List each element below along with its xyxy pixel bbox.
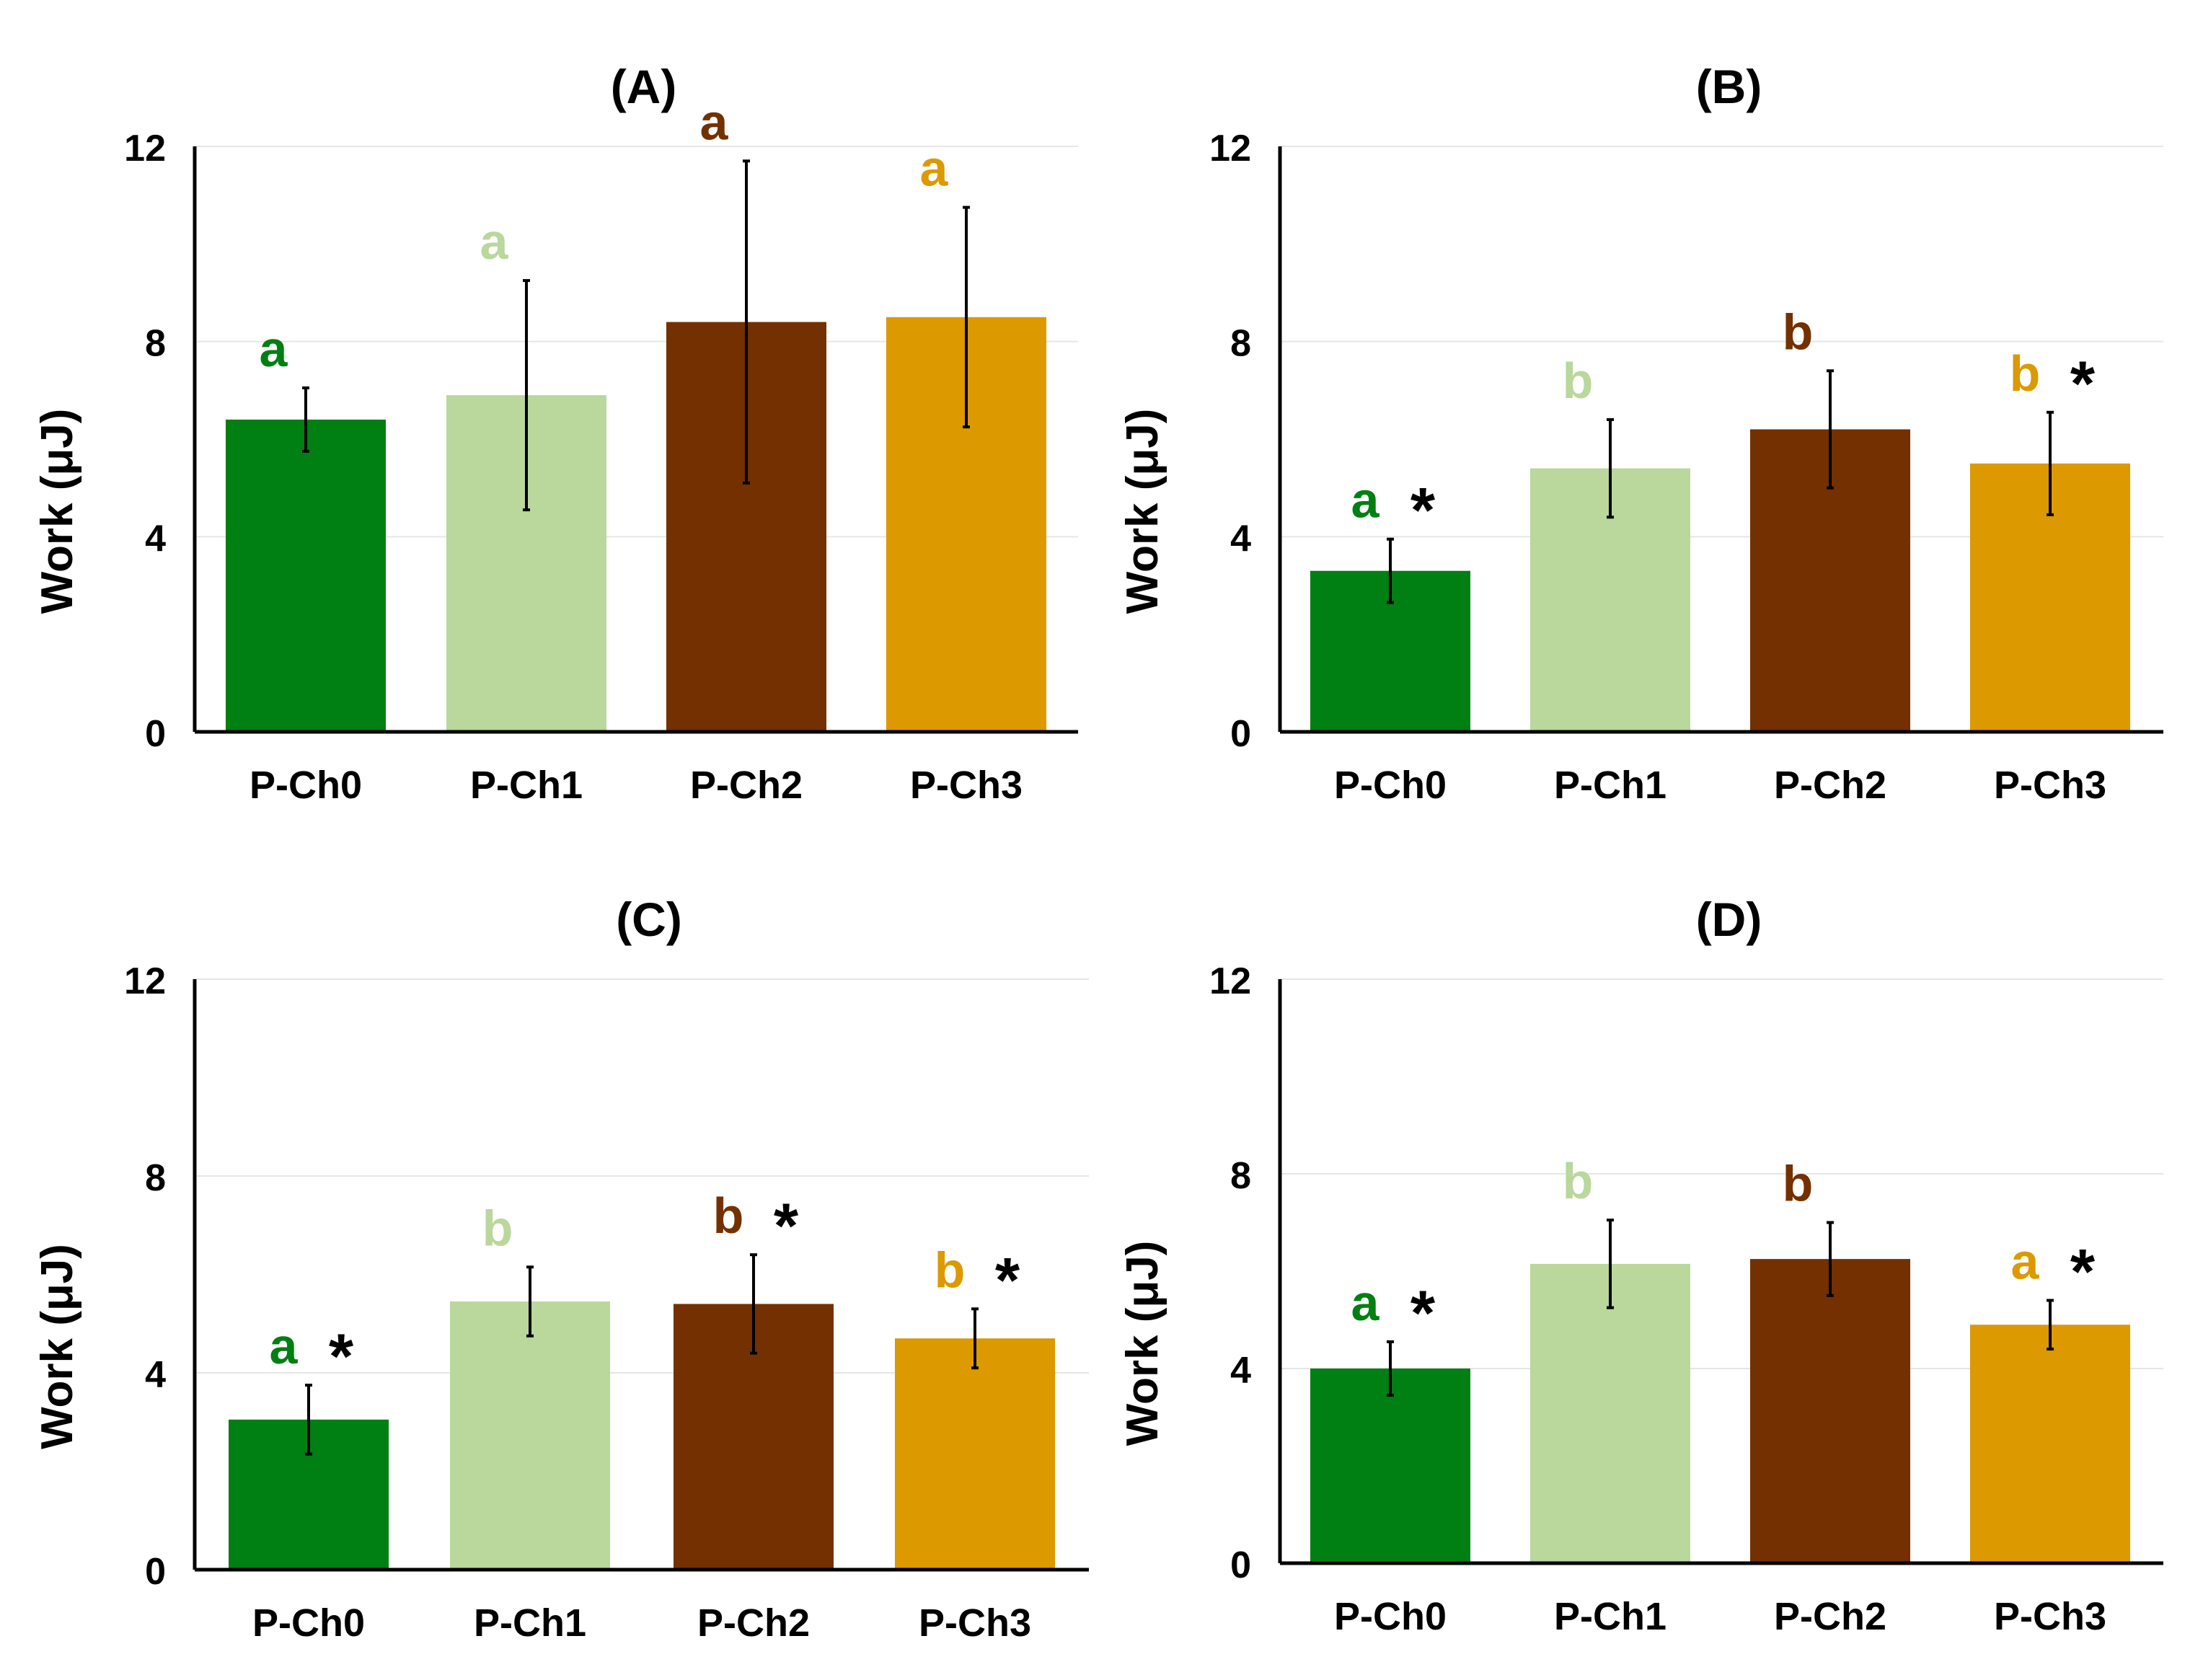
significance-letter: b [2010, 345, 2041, 402]
chart-title: (B) [1696, 60, 1762, 113]
y-tick-label: 12 [1209, 960, 1251, 1002]
x-tick-label: P-Ch3 [910, 764, 1023, 807]
x-tick-label: P-Ch2 [697, 1601, 810, 1645]
y-axis-label: Work (μJ) [1118, 409, 1167, 614]
significance-star: * [329, 1320, 354, 1392]
y-tick-label: 8 [145, 323, 166, 365]
y-tick-label: 12 [124, 128, 166, 169]
significance-letter: a [270, 1318, 299, 1374]
y-axis-label: Work (μJ) [1118, 1241, 1167, 1446]
y-tick-label: 8 [145, 1157, 166, 1199]
significance-letter: a [2011, 1234, 2040, 1290]
y-tick-label: 4 [1230, 1350, 1251, 1392]
y-tick-label: 0 [145, 713, 166, 755]
significance-star: * [774, 1190, 799, 1261]
significance-letter: a [480, 213, 509, 270]
significance-letter: a [1351, 472, 1380, 529]
x-tick-label: P-Ch2 [690, 764, 803, 807]
significance-letter: a [920, 141, 949, 197]
bar-p-ch2 [1750, 1259, 1910, 1563]
x-tick-label: P-Ch3 [1994, 1595, 2106, 1638]
significance-star: * [1410, 1277, 1436, 1348]
y-tick-label: 4 [1230, 518, 1251, 560]
significance-letter: b [935, 1242, 966, 1298]
significance-star: * [2070, 1236, 2096, 1307]
y-tick-label: 0 [1230, 1544, 1251, 1586]
chart-title: (C) [616, 893, 682, 946]
x-tick-label: P-Ch0 [1334, 764, 1447, 807]
y-axis-label: Work (μJ) [32, 409, 82, 614]
bar-p-ch1 [1530, 1263, 1690, 1563]
y-tick-label: 8 [1230, 323, 1251, 365]
bar-p-ch3 [1970, 1325, 2130, 1563]
y-tick-label: 4 [145, 518, 166, 560]
chart-title: (A) [611, 60, 677, 113]
x-tick-label: P-Ch2 [1774, 1595, 1886, 1638]
significance-letter: b [1783, 304, 1814, 360]
significance-letter: a [1351, 1275, 1380, 1331]
x-tick-label: P-Ch0 [252, 1601, 365, 1645]
bar-p-ch1 [450, 1301, 610, 1570]
x-tick-label: P-Ch2 [1774, 764, 1886, 807]
y-tick-label: 8 [1230, 1155, 1251, 1197]
significance-letter: b [1783, 1156, 1814, 1212]
x-tick-label: P-Ch1 [1554, 764, 1666, 807]
bar-p-ch0 [226, 419, 386, 732]
y-tick-label: 0 [1230, 713, 1251, 755]
significance-letter: a [260, 321, 288, 377]
chart-title: (D) [1696, 893, 1762, 946]
y-tick-label: 0 [145, 1551, 166, 1593]
significance-star: * [995, 1244, 1020, 1315]
x-tick-label: P-Ch0 [1334, 1595, 1447, 1638]
x-tick-label: P-Ch1 [474, 1601, 586, 1645]
significance-letter: b [713, 1188, 744, 1244]
y-tick-label: 4 [145, 1354, 166, 1396]
significance-letter: b [1563, 1153, 1594, 1209]
bar-p-ch0 [1310, 1369, 1470, 1563]
y-tick-label: 12 [1209, 128, 1251, 169]
bar-p-ch3 [895, 1338, 1055, 1570]
significance-letter: b [1563, 353, 1594, 409]
x-tick-label: P-Ch0 [250, 764, 362, 807]
significance-letter: a [700, 94, 729, 150]
significance-star: * [2070, 348, 2096, 419]
significance-letter: b [482, 1200, 513, 1256]
x-tick-label: P-Ch1 [1554, 1595, 1666, 1638]
y-tick-label: 12 [124, 960, 166, 1002]
y-axis-label: Work (μJ) [32, 1244, 82, 1449]
significance-star: * [1410, 474, 1436, 546]
x-tick-label: P-Ch3 [919, 1601, 1031, 1645]
x-tick-label: P-Ch3 [1994, 764, 2106, 807]
x-tick-label: P-Ch1 [470, 764, 583, 807]
